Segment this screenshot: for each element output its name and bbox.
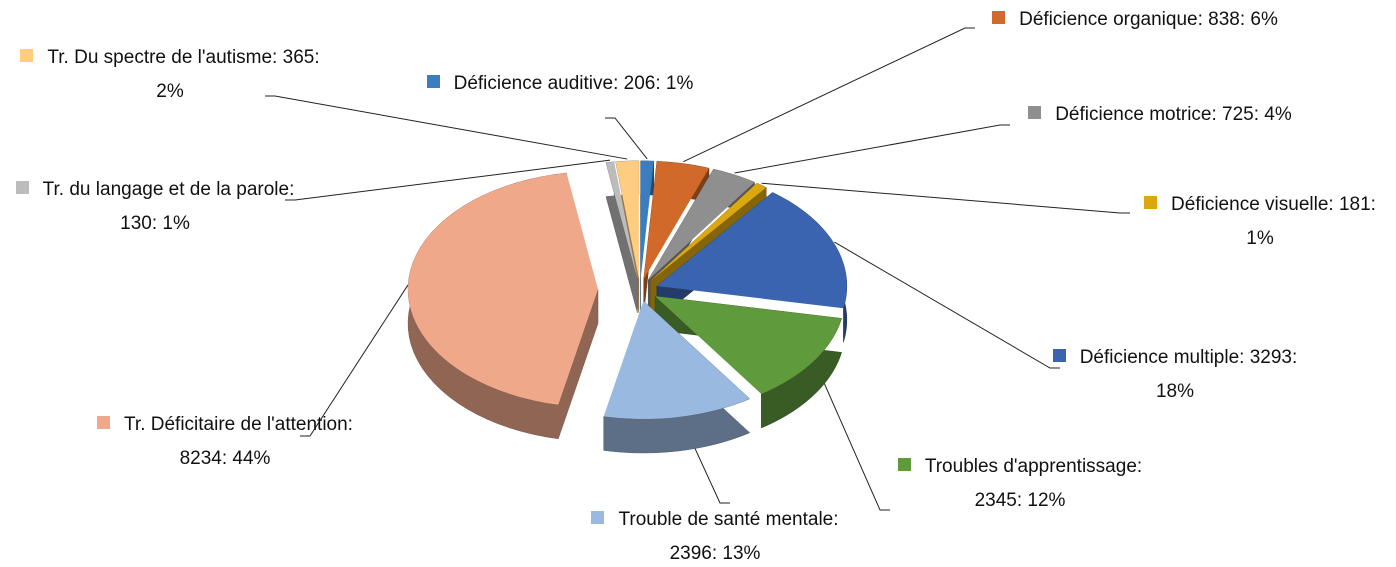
legend-swatch xyxy=(15,181,29,194)
value-label: 725: 4% xyxy=(1222,104,1292,125)
data-label: Déficience motrice: 725: 4% xyxy=(1015,98,1305,132)
slice-side xyxy=(605,161,638,314)
leader-line xyxy=(265,95,628,160)
slice xyxy=(648,169,755,281)
data-label: Tr. du langage et de la parole: 130: 1% xyxy=(5,173,305,241)
leader-line xyxy=(300,284,409,437)
slice xyxy=(650,183,767,281)
legend-swatch xyxy=(1052,349,1066,362)
legend-swatch xyxy=(591,511,605,524)
slice xyxy=(640,160,654,279)
slice xyxy=(605,161,638,279)
value-label: 838: 6% xyxy=(1208,9,1278,30)
legend-swatch xyxy=(1144,196,1158,209)
leader-lines xyxy=(265,27,1130,511)
category-label: Déficience visuelle: xyxy=(1171,194,1334,215)
leader-line xyxy=(683,27,975,163)
slice-side xyxy=(603,300,751,454)
category-label: Déficience motrice: xyxy=(1055,104,1217,125)
value-label: 8234: 44% xyxy=(179,448,271,469)
category-label: Troubles d'apprentissage: xyxy=(924,456,1143,477)
data-label: Trouble de santé mentale: 2396: 13% xyxy=(570,503,860,567)
category-label: Déficience organique: xyxy=(1019,9,1203,30)
data-label: Déficience organique: 838: 6% xyxy=(975,3,1295,37)
leader-line xyxy=(285,159,611,201)
data-label: Tr. Du spectre de l'autisme: 365: 2% xyxy=(20,41,320,109)
value-label: 365: 2% xyxy=(156,47,320,102)
legend-swatch xyxy=(897,458,911,471)
value-label: 2396: 13% xyxy=(669,543,761,564)
category-label: Tr. du langage et de la parole: xyxy=(42,179,295,200)
legend-swatch xyxy=(426,75,440,88)
data-label: Déficience multiple: 3293: 18% xyxy=(1040,341,1310,409)
slice xyxy=(408,173,599,405)
category-label: Trouble de santé mentale: xyxy=(618,509,839,530)
slice xyxy=(656,192,847,309)
leader-line xyxy=(813,358,890,511)
leader-line xyxy=(834,241,1060,369)
leader-line xyxy=(605,117,648,160)
legend-swatch xyxy=(20,49,34,62)
slice xyxy=(643,161,709,280)
leader-line xyxy=(761,182,1130,214)
legend-swatch xyxy=(1028,106,1042,119)
category-label: Déficience multiple: xyxy=(1079,347,1245,368)
value-label: 2345: 12% xyxy=(974,490,1066,511)
legend-swatch xyxy=(97,416,111,429)
slice xyxy=(603,300,750,419)
slice xyxy=(655,296,842,394)
value-label: 130: 1% xyxy=(120,213,190,234)
value-label: 181: 1% xyxy=(1246,194,1376,249)
category-label: Déficience auditive: xyxy=(453,73,619,94)
slice xyxy=(615,160,639,279)
data-label: Déficience auditive: 206: 1% xyxy=(420,67,700,101)
value-label: 206: 1% xyxy=(623,73,694,94)
category-label: Tr. Déficitaire de l'attention: xyxy=(124,414,353,435)
data-label: Tr. Déficitaire de l'attention: 8234: 44… xyxy=(80,408,370,476)
data-label: Déficience visuelle: 181: 1% xyxy=(1130,188,1390,256)
value-label: 3293: 18% xyxy=(1155,347,1298,402)
category-label: Tr. Du spectre de l'autisme: xyxy=(47,47,278,68)
data-label: Troubles d'apprentissage: 2345: 12% xyxy=(880,450,1160,518)
legend-swatch xyxy=(992,11,1006,24)
leader-line xyxy=(734,124,1010,174)
